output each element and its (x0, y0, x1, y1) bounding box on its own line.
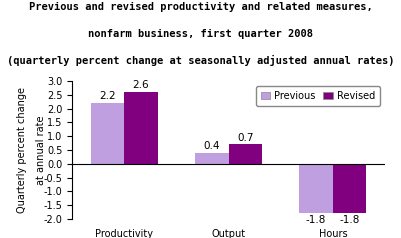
Text: 2.2: 2.2 (99, 91, 116, 101)
Text: -1.8: -1.8 (339, 215, 360, 225)
Bar (124, 92, 158, 164)
Bar (300, 164, 333, 213)
Bar (195, 153, 229, 164)
Text: (quarterly percent change at seasonally adjusted annual rates): (quarterly percent change at seasonally … (7, 55, 394, 66)
Text: Previous and revised productivity and related measures,: Previous and revised productivity and re… (28, 2, 373, 12)
Text: 0.4: 0.4 (204, 141, 220, 151)
Text: -1.8: -1.8 (306, 215, 326, 225)
Text: 0.7: 0.7 (237, 133, 253, 143)
Text: at annual rate: at annual rate (36, 115, 46, 185)
Text: 2.6: 2.6 (133, 80, 149, 90)
Text: nonfarm business, first quarter 2008: nonfarm business, first quarter 2008 (88, 29, 313, 39)
Text: Quarterly percent change: Quarterly percent change (17, 87, 27, 213)
Bar (229, 144, 262, 164)
Legend: Previous, Revised: Previous, Revised (256, 86, 380, 105)
Bar (91, 103, 124, 164)
Bar (333, 164, 366, 213)
